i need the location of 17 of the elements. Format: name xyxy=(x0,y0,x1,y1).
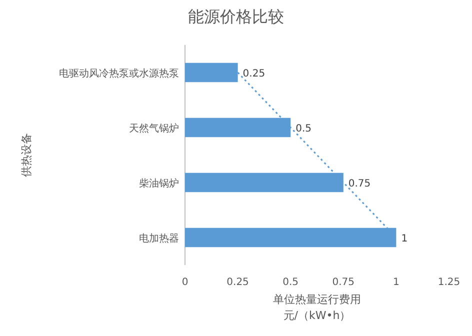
x-axis-title: 单位热量运行费用元/（kW•h） xyxy=(273,293,361,322)
x-tick-label: 1 xyxy=(393,277,400,288)
data-label: 0.25 xyxy=(242,68,266,80)
chart-title: 能源价格比较 xyxy=(188,7,284,26)
y-tick-label: 天然气锅炉 xyxy=(129,122,179,134)
x-tick-label: 0.75 xyxy=(332,277,355,288)
y-tick-label: 电加热器 xyxy=(139,232,179,244)
x-tick-label: 0.5 xyxy=(282,277,299,288)
y-tick-label: 柴油锅炉 xyxy=(139,178,179,190)
data-label: 0.75 xyxy=(348,178,371,190)
data-label: 0.5 xyxy=(296,124,312,134)
y-axis-title: 供热设备 xyxy=(20,133,33,177)
x-tick-label: 0.25 xyxy=(226,277,249,288)
x-tick-label: 1.25 xyxy=(438,277,460,288)
y-tick-label: 电驱动风冷热泵或水源热泵 xyxy=(59,68,179,80)
data-label: 1 xyxy=(401,234,408,244)
x-tick-label: 0 xyxy=(182,277,188,288)
